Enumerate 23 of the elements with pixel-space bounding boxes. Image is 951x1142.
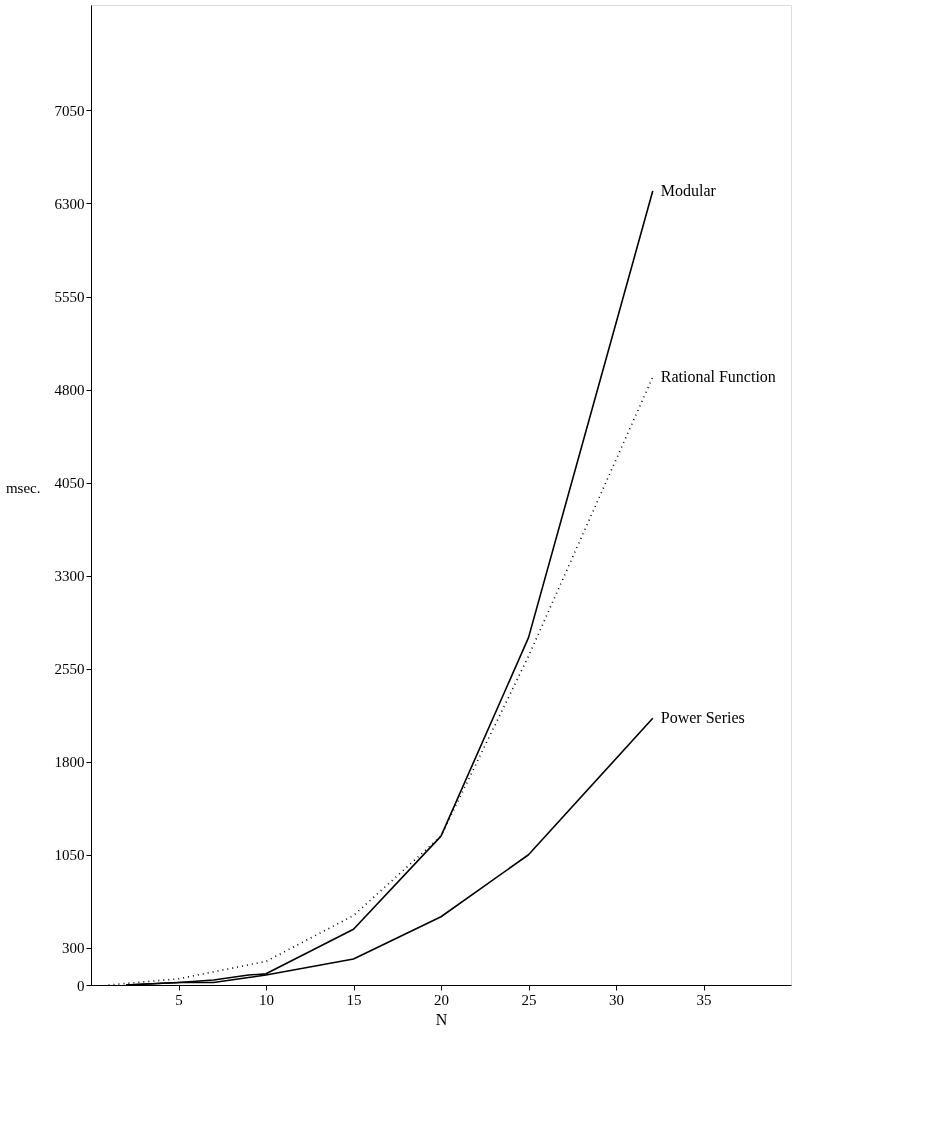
x-tick-label: 5 <box>175 991 183 1008</box>
x-tick-label: 25 <box>521 991 537 1008</box>
y-tick-label: 6300 <box>54 195 85 212</box>
y-tick-label: 4050 <box>54 475 85 492</box>
x-tick-label: 20 <box>434 991 449 1008</box>
x-tick-label: 30 <box>609 991 624 1008</box>
y-tick-label: 2550 <box>54 661 85 678</box>
series-label: Rational Function <box>660 368 776 386</box>
y-tick-label: 5550 <box>54 289 85 306</box>
y-tick-label: 1050 <box>54 847 85 864</box>
y-tick-label: 0 <box>77 977 85 994</box>
y-tick-label: 4800 <box>54 382 85 399</box>
x-tick-label: 35 <box>696 991 712 1008</box>
x-tick-label: 10 <box>259 991 274 1008</box>
series-label: Modular <box>660 182 717 200</box>
y-tick-label: 300 <box>62 940 85 957</box>
y-tick-label: 1800 <box>54 754 85 771</box>
series-label: Power Series <box>660 709 745 727</box>
y-tick-label: 3300 <box>54 568 85 585</box>
y-axis-title: msec. <box>5 479 41 496</box>
y-tick-label: 7050 <box>54 102 85 119</box>
x-axis-title: N <box>435 1010 448 1028</box>
x-tick-label: 15 <box>346 991 362 1008</box>
